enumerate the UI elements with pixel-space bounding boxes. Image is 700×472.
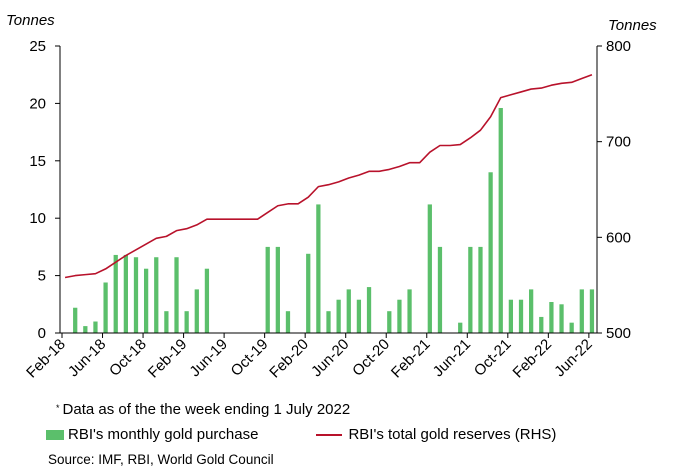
- bar-Oct-21: [508, 299, 514, 333]
- left-tick-label: 15: [29, 153, 46, 170]
- bar-Feb-19: [184, 311, 189, 333]
- bar-Jun-20: [346, 289, 351, 333]
- bar-May-18: [93, 321, 98, 333]
- bar-Aug-20: [366, 287, 372, 333]
- x-tick-label: Oct-18: [106, 336, 150, 380]
- footnote-marker: *: [56, 403, 60, 413]
- x-tick-label: Jun-21: [430, 336, 474, 380]
- x-tick-label: Feb-18: [23, 336, 69, 382]
- bar-Mar-20: [316, 204, 321, 333]
- chart: Tonnes Tonnes 0 5 10 15 20 25 500 600 700 800 Fe…: [6, 12, 657, 382]
- bar-Nov-19: [275, 246, 280, 333]
- right-tick-label: 700: [606, 134, 631, 151]
- right-tick-label: 500: [606, 325, 631, 342]
- bar-Oct-18: [143, 268, 149, 333]
- bar-Mar-19: [194, 289, 199, 333]
- bar-Jan-19: [174, 257, 179, 333]
- bar-series: [73, 107, 595, 334]
- x-axis: Feb-18Jun-18Oct-18Feb-19Jun-19Oct-19Feb-…: [23, 333, 596, 382]
- bar-Apr-18: [83, 326, 88, 333]
- x-tick-label: Feb-19: [145, 336, 191, 382]
- reserves-line: [64, 73, 593, 279]
- left-tick-label: 25: [29, 38, 46, 55]
- right-tick-label: 800: [606, 38, 631, 55]
- legend-line-label: RBI's total gold reserves (RHS): [348, 426, 557, 443]
- bar-Jan-22: [539, 316, 544, 333]
- left-tick-label: 20: [29, 95, 46, 112]
- footnote-text: Data as of the the week ending 1 July 20…: [62, 401, 351, 418]
- bar-Nov-21: [518, 299, 524, 333]
- line-series: [64, 73, 593, 279]
- legend-item-line: RBI's total gold reserves (RHS): [316, 426, 556, 443]
- x-tick-label: Oct-21: [471, 336, 515, 380]
- x-tick-label: Jun-20: [308, 336, 352, 380]
- bar-Oct-20: [387, 311, 392, 333]
- bar-Dec-21: [529, 289, 534, 333]
- axes-frame: [59, 46, 598, 334]
- left-axis-unit-label: Tonnes: [6, 12, 55, 29]
- bar-Dec-20: [407, 289, 412, 333]
- x-tick-label: Jun-22: [551, 336, 595, 380]
- left-tick-label: 0: [38, 325, 46, 342]
- legend-bar-label: RBI's monthly gold purchase: [68, 426, 259, 443]
- source-note: Source: IMF, RBI, World Gold Council: [48, 452, 274, 467]
- bar-Jun-21: [468, 246, 473, 333]
- bar-Aug-18: [123, 254, 128, 333]
- left-tick-label: 5: [38, 268, 46, 285]
- legend-bar-swatch: [46, 429, 64, 440]
- bar-Oct-19: [265, 246, 270, 333]
- bar-Feb-20: [306, 253, 311, 333]
- bar-Jul-21: [478, 246, 483, 333]
- x-tick-label: Feb-22: [510, 336, 556, 382]
- right-tick-label: 600: [606, 229, 631, 246]
- x-tick-label: Feb-20: [266, 336, 312, 382]
- bar-Apr-22: [569, 322, 574, 333]
- bar-May-21: [458, 322, 463, 333]
- legend: RBI's monthly gold purchase RBI's total …: [46, 426, 700, 443]
- bar-Jun-18: [103, 282, 108, 333]
- bar-Mar-21: [437, 246, 443, 333]
- legend-line-swatch: [316, 433, 343, 436]
- bar-Jun-22: [589, 289, 595, 333]
- left-tick-label: 10: [29, 210, 46, 227]
- bar-May-20: [336, 299, 341, 333]
- left-axis: 0 5 10 15 20 25: [29, 38, 60, 342]
- bar-Dec-18: [164, 311, 169, 333]
- bar-May-22: [579, 289, 584, 333]
- bar-Mar-22: [559, 304, 564, 333]
- bar-Jul-18: [113, 254, 118, 333]
- bar-Apr-19: [204, 268, 210, 333]
- bar-Dec-19: [285, 311, 291, 333]
- bar-Apr-20: [326, 311, 331, 333]
- bar-Mar-18: [73, 307, 78, 333]
- x-tick-label: Oct-19: [228, 336, 272, 380]
- bar-Sep-18: [133, 257, 139, 333]
- legend-item-bars: RBI's monthly gold purchase: [46, 426, 258, 443]
- bar-Feb-21: [427, 204, 432, 333]
- x-tick-label: Feb-21: [388, 336, 434, 382]
- x-tick-label: Jun-18: [65, 336, 109, 380]
- bar-Nov-18: [154, 257, 159, 333]
- bar-Sep-21: [498, 107, 503, 334]
- bar-Jul-20: [356, 299, 362, 333]
- right-axis-unit-label: Tonnes: [608, 17, 657, 34]
- x-tick-label: Jun-19: [186, 336, 230, 380]
- x-tick-label: Oct-20: [349, 336, 393, 380]
- bar-Nov-20: [397, 299, 402, 333]
- footnote: * Data as of the the week ending 1 July 2…: [56, 401, 700, 418]
- bar-Aug-21: [488, 172, 493, 333]
- bar-Feb-22: [549, 302, 554, 333]
- right-axis: 500 600 700 800: [597, 38, 631, 342]
